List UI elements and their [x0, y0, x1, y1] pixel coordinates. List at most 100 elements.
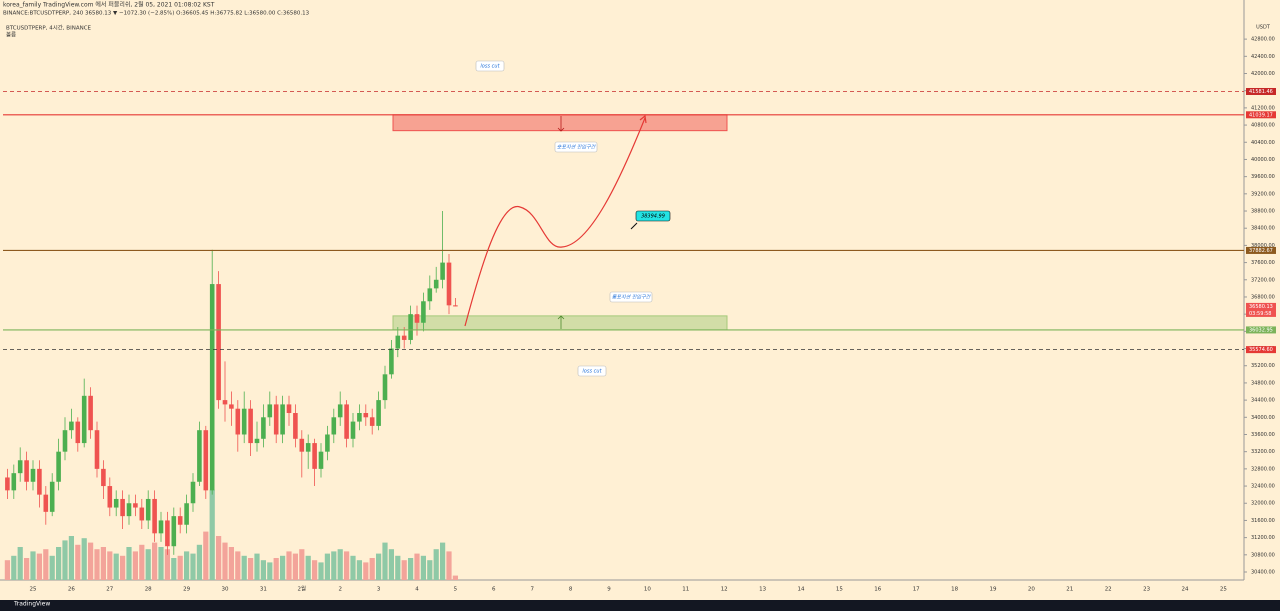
footer-bar	[0, 600, 1280, 611]
y-tick-label: 38800.00	[1251, 209, 1275, 215]
volume-bar	[49, 555, 55, 580]
volume-bar	[88, 542, 94, 580]
volume-bar	[299, 549, 305, 580]
x-tick-label: 27	[106, 587, 113, 593]
callout-box	[577, 365, 607, 377]
volume-bar	[420, 555, 426, 580]
candle-body	[209, 284, 215, 491]
volume-bar	[68, 536, 74, 580]
x-tick-label: 8	[569, 587, 573, 593]
callout-box	[554, 141, 598, 153]
price-level-tag	[1246, 346, 1276, 354]
volume-bar	[120, 555, 126, 580]
candle-body	[376, 400, 381, 426]
volume-bar	[43, 549, 49, 580]
candle-body	[331, 417, 337, 435]
candle-body	[203, 430, 209, 491]
x-tick-label: 6	[492, 587, 496, 593]
x-tick-label: 19	[990, 587, 997, 593]
volume-bar	[36, 553, 42, 580]
volume-bar	[369, 558, 375, 580]
quote: BINANCE:BTCUSDTPERP, 240 36580.13 ▼ −107…	[3, 11, 310, 17]
x-tick-label: 2	[338, 587, 342, 593]
candle-body	[126, 503, 132, 517]
volume-bar	[312, 560, 318, 580]
volume-bar	[273, 558, 279, 580]
volume-bar	[267, 562, 273, 580]
candle-body	[94, 430, 100, 469]
candle-body	[177, 516, 183, 525]
volume-bar	[446, 551, 452, 580]
x-tick-label: 31	[260, 587, 267, 593]
candle-body	[152, 498, 157, 534]
x-tick-label: 16	[874, 587, 881, 593]
volume-bar	[100, 547, 106, 580]
volume-bar	[228, 547, 234, 580]
candle-body	[433, 279, 439, 289]
volume-bar	[196, 544, 202, 580]
y-tick-label: 31600.00	[1251, 518, 1275, 524]
y-tick-label: 34000.00	[1251, 415, 1275, 421]
candle-body	[222, 400, 228, 405]
volume-bar	[337, 549, 343, 580]
published: korea_family TradingView.com 에서 퍼블리쉬, 2월…	[3, 1, 215, 9]
candle-body	[81, 395, 87, 444]
volume-bar	[158, 547, 164, 580]
volume-bar	[292, 553, 298, 580]
volume-bar	[363, 562, 369, 580]
volume-bar	[414, 553, 420, 580]
candle-body	[24, 460, 29, 482]
countdown: 03:59:58	[1249, 311, 1271, 317]
price-level-label: 36032.95	[1249, 327, 1273, 333]
zone-arrow	[557, 315, 565, 329]
x-tick-label: 13	[759, 587, 766, 593]
candle-body	[267, 404, 273, 418]
volume-bar	[132, 551, 138, 580]
annotation: loss cut	[480, 64, 500, 70]
candle-body	[427, 288, 433, 302]
volume-bar	[235, 551, 241, 580]
volume-bar	[452, 575, 458, 580]
x-tick-label: 25	[1220, 587, 1227, 593]
volume-bar	[395, 555, 401, 580]
legend-symbol: BTCUSDTPERP, 4시간, BINANCE	[6, 24, 92, 32]
candle-body	[369, 417, 375, 426]
annotation: 38394.99	[641, 214, 665, 220]
volume-bar	[376, 553, 382, 580]
x-tick-label: 11	[682, 587, 689, 593]
candle-body	[408, 314, 413, 340]
volume-bar	[350, 555, 356, 580]
y-tick-label: 38000.00	[1251, 243, 1275, 249]
y-tick-label: 41200.00	[1251, 105, 1275, 111]
candle-body	[17, 460, 23, 474]
candle-body	[37, 468, 42, 495]
volume-bar	[209, 489, 215, 580]
y-tick-label: 32400.00	[1251, 484, 1275, 490]
candle-body	[145, 498, 151, 521]
candle-body	[139, 507, 145, 521]
x-tick-label: 12	[721, 587, 728, 593]
volume-bar	[171, 558, 177, 580]
volume-bar	[440, 542, 446, 580]
volume-bar	[4, 560, 10, 580]
price-level-tag	[1246, 111, 1276, 119]
y-tick-label: 31200.00	[1251, 535, 1275, 541]
price-level-label: 35574.60	[1249, 347, 1273, 353]
forecast-curve	[464, 117, 646, 327]
volume-bar	[324, 553, 330, 580]
x-tick-label: 25	[30, 587, 37, 593]
x-tick-label: 29	[183, 587, 190, 593]
x-tick-label: 21	[1066, 587, 1073, 593]
y-tick-label: 39600.00	[1251, 174, 1275, 180]
volume-bar	[94, 549, 100, 580]
footer-logo: TradingView	[13, 601, 50, 608]
candle-body	[421, 301, 426, 323]
volume-bar	[382, 542, 388, 580]
volume-bar	[408, 558, 414, 580]
x-tick-label: 10	[644, 587, 651, 593]
candle-body	[248, 408, 253, 444]
x-tick-label: 23	[1143, 587, 1150, 593]
y-tick-label: 34400.00	[1251, 398, 1275, 404]
volume-bar	[30, 551, 36, 580]
